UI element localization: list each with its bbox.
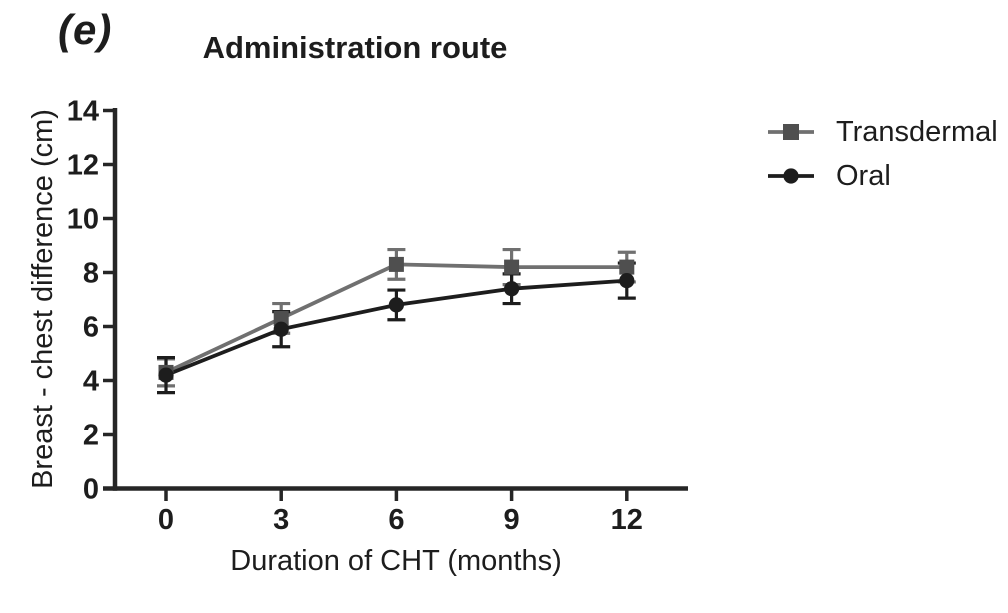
x-tick-label: 6 [388,504,404,536]
legend: Transdermal Oral [768,116,998,192]
marker-circle-oral [273,321,289,337]
marker-square-transdermal [273,310,289,326]
y-tick-label: 4 [83,366,99,398]
panel-label: (e) [58,6,113,53]
y-tick-label: 6 [83,312,99,344]
legend-item-oral: Oral [768,160,998,192]
y-tick-label: 14 [67,96,99,128]
x-axis-title: Duration of CHT (months) [230,545,561,577]
x-tick-label: 12 [611,504,643,536]
marker-circle-oral [504,281,520,297]
legend-marker-circle-icon [768,168,814,184]
marker-square-transdermal [504,259,520,275]
marker-square-transdermal [619,259,635,275]
legend-label-oral: Oral [836,160,891,192]
y-axis-title: Breast - chest difference (cm) [27,109,59,489]
y-tick-label: 2 [83,420,99,452]
chart-title: Administration route [202,30,508,65]
marker-circle-oral [158,367,174,383]
y-tick-label: 12 [67,150,99,182]
plot-area: 0 2 4 6 8 10 12 14 0 3 6 9 12 [67,96,688,536]
y-tick-label: 8 [83,258,99,290]
legend-marker-square-icon [768,124,814,140]
marker-circle-oral [619,273,635,289]
x-tick-label: 9 [504,504,520,536]
x-tick-label: 0 [158,504,174,536]
marker-square-transdermal [388,256,404,272]
x-tick-label: 3 [273,504,289,536]
y-tick-label: 10 [67,204,99,236]
legend-label-transdermal: Transdermal [836,116,998,148]
y-tick-label: 0 [83,474,99,506]
marker-circle-oral [388,297,404,313]
legend-item-transdermal: Transdermal [768,116,998,148]
